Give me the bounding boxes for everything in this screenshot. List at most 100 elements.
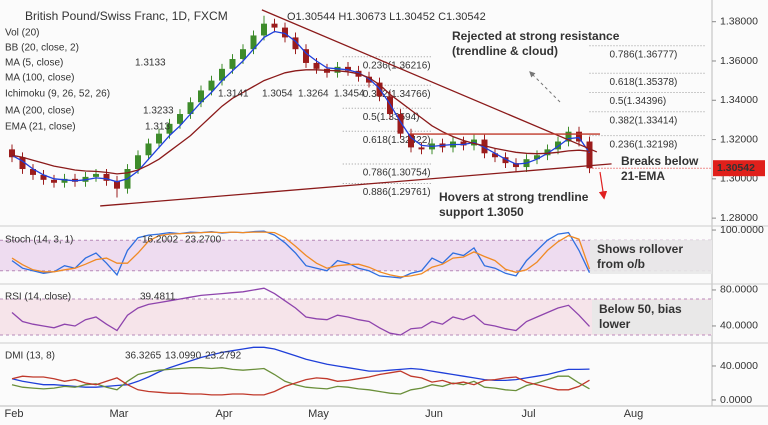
series-line: [11, 287, 590, 336]
fib-label: 0.382(1.33414): [610, 115, 678, 126]
y-tick-label: 100.0000: [720, 224, 764, 236]
x-tick-label: Apr: [215, 408, 232, 420]
annotation: Below 50, bias: [599, 302, 682, 316]
candle-body: [460, 141, 467, 146]
candle-body: [408, 133, 414, 148]
candle-body: [366, 76, 372, 83]
candle-body: [513, 163, 519, 168]
y-tick-label: 0.0000: [720, 394, 752, 406]
series-line: [11, 231, 591, 278]
y-tick-label: 1.28000: [720, 212, 758, 224]
panel-title: DMI (13, 8): [5, 351, 55, 362]
fib-label: 0.236(1.36216): [363, 60, 431, 71]
y-tick-label: 1.32000: [720, 133, 758, 145]
candle-body: [586, 141, 593, 169]
series-reading: 39.4811: [140, 292, 176, 303]
candle-body: [208, 80, 215, 91]
fib-label: 0.786(1.36777): [610, 49, 678, 60]
candle-body: [229, 59, 236, 69]
candle-body: [334, 66, 341, 73]
x-tick-label: May: [308, 408, 329, 420]
candle-body: [271, 23, 278, 28]
candle-body: [492, 153, 498, 158]
candle-body: [555, 141, 561, 150]
down-arrow: [598, 171, 608, 200]
x-tick-label: Aug: [624, 408, 644, 420]
indicator-name: MA (5, close): [5, 58, 63, 69]
x-tick-label: Feb: [5, 408, 24, 420]
candle-body: [303, 49, 309, 63]
series-reading: 36.3265: [125, 351, 162, 362]
x-tick-label: Jul: [521, 408, 535, 420]
last-price-label: 1.30542: [717, 162, 755, 174]
series-reading: 23.2700: [185, 235, 222, 246]
fib-label: 0.886(1.29761): [363, 187, 431, 198]
candle-body: [219, 68, 225, 81]
annotation: (trendline & cloud): [452, 44, 558, 58]
candle-body: [9, 149, 15, 158]
indicator-name: MA (200, close): [5, 106, 74, 117]
indicator-name: Vol (20): [5, 28, 39, 39]
series-line: [11, 230, 591, 279]
candle-body: [61, 178, 68, 183]
candle-body: [93, 173, 99, 177]
candle-body: [30, 169, 36, 175]
panel-title: RSI (14, close): [5, 292, 71, 303]
annotation: support 1.3050: [439, 205, 524, 219]
candle-body: [250, 35, 257, 50]
candle-body: [282, 27, 288, 38]
y-tick-label: 1.38000: [720, 15, 758, 27]
indicator-reading: 1.3133: [135, 58, 166, 69]
candle-body: [145, 143, 152, 156]
candle-body: [418, 147, 425, 150]
candle-body: [313, 62, 320, 69]
candle-body: [177, 114, 183, 124]
annotation: Breaks below: [621, 154, 699, 168]
candle-body: [502, 157, 509, 164]
indicator-reading: 1.3233: [143, 106, 174, 117]
candle-body: [576, 131, 582, 142]
annotation-box: [590, 240, 712, 274]
candle-body: [40, 174, 47, 180]
series-line: [11, 370, 590, 396]
candle-body: [397, 114, 404, 134]
indicator-reading: 1.3141: [218, 89, 249, 100]
ohlc-readout: O1.30544 H1.30673 L1.30452 C1.30542: [287, 11, 486, 23]
candle-body: [240, 49, 246, 60]
annotation: Rejected at strong resistance: [452, 29, 620, 43]
annotation-box: [592, 300, 712, 334]
fib-label: 0.618(1.35378): [610, 77, 678, 88]
series-line: [11, 30, 591, 183]
annotation: from o/b: [597, 257, 645, 271]
indicator-reading: 1.3054: [262, 89, 293, 100]
y-tick-label: 80.0000: [720, 284, 758, 296]
annotation: Hovers at strong trendline: [439, 190, 589, 204]
y-tick-label: 1.36000: [720, 55, 758, 67]
x-tick-label: Mar: [110, 408, 129, 420]
y-tick-label: 40.0000: [720, 360, 758, 372]
series-reading: 16.2002: [142, 235, 179, 246]
fib-label: 0.618(1.32422): [363, 135, 431, 146]
candle-body: [261, 23, 267, 36]
indicator-reading: 1.3454: [334, 89, 365, 100]
y-tick-label: 1.34000: [720, 94, 758, 106]
candle-body: [292, 37, 299, 50]
trendline: [100, 163, 612, 207]
candle-body: [198, 90, 204, 103]
fib-label: 0.5(1.34396): [610, 96, 667, 107]
candle-body: [565, 131, 572, 142]
candle-body: [534, 155, 540, 160]
y-tick-label: 40.0000: [720, 320, 758, 332]
annotation: Shows rollover: [597, 242, 683, 256]
candle-body: [103, 173, 110, 181]
chart-title: British Pound/Swiss Franc, 1D, FXCM: [25, 9, 228, 23]
annotation: lower: [599, 317, 631, 331]
fib-label: 0.786(1.30754): [363, 168, 431, 179]
fib-label: 0.5(1.33594): [363, 112, 420, 123]
fib-label: 0.382(1.34766): [363, 89, 431, 100]
series-line: [11, 69, 590, 175]
trendline: [261, 9, 598, 153]
